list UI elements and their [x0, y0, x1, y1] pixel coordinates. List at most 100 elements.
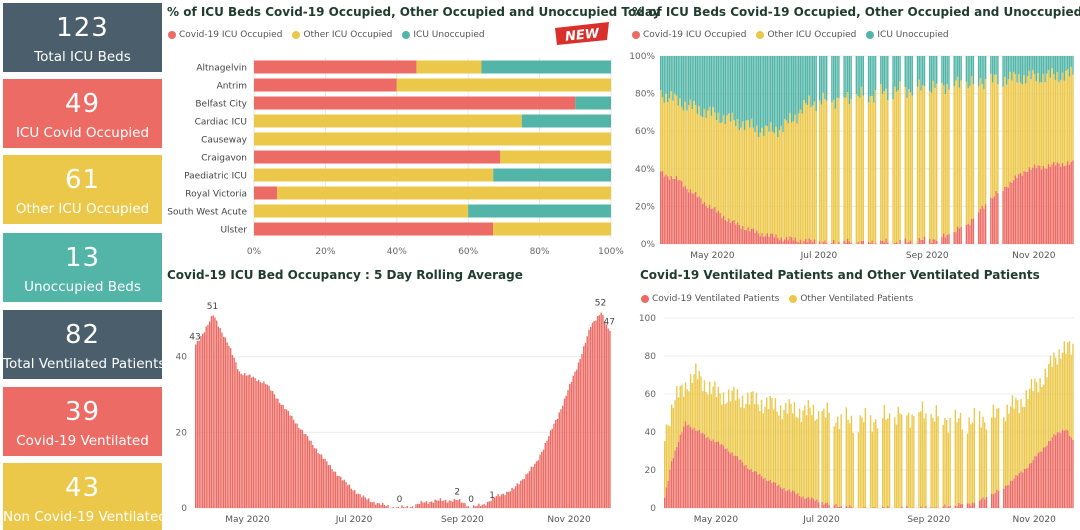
bar-unoccupied: [1053, 56, 1055, 75]
bar-rolling: [455, 500, 457, 508]
bar-segment: [254, 168, 494, 182]
bar-unoccupied: [1072, 56, 1074, 75]
bar-other-ventilated: [743, 408, 745, 466]
bar-covid: [738, 224, 741, 244]
bar-unoccupied: [796, 56, 798, 124]
bar-covid-ventilated: [792, 490, 794, 508]
bar-other-ventilated: [990, 417, 993, 494]
legend-item-covid[interactable]: Covid-19 ICU Occupied: [632, 30, 746, 40]
x-tick-label: 20%: [315, 247, 335, 257]
bar-other-ventilated: [913, 415, 915, 508]
bar-covid-ventilated: [693, 427, 695, 508]
legend-item-other[interactable]: Other ICU Occupied: [292, 30, 392, 40]
bar-covid: [981, 205, 983, 244]
kpi-non-covid-ventilated: 43 Non Covid-19 Ventilated: [3, 463, 167, 530]
bar-rolling: [577, 362, 580, 508]
bar-other-ventilated: [1025, 390, 1027, 469]
bar-rolling: [448, 500, 450, 508]
bar-rolling: [268, 385, 270, 508]
bar-rolling: [607, 328, 609, 508]
y-tick-label: 60: [645, 390, 657, 400]
bar-other: [958, 87, 961, 229]
bar-other-ventilated: [753, 404, 756, 471]
bar-covid-ventilated: [781, 489, 784, 508]
bar-other-ventilated: [807, 400, 809, 498]
bar-rolling: [392, 507, 394, 508]
bar-other: [818, 100, 821, 242]
bar-other: [920, 90, 922, 240]
bar-other: [740, 127, 742, 229]
bar-covid-ventilated: [797, 492, 799, 508]
bar-covid-ventilated: [721, 443, 723, 508]
bar-unoccupied: [694, 56, 697, 106]
bar-unoccupied: [660, 56, 662, 91]
bar-other: [1035, 81, 1038, 169]
bar-covid-ventilated: [935, 507, 937, 508]
bar-covid: [960, 226, 962, 244]
bar-covid: [932, 239, 934, 244]
bar-covid-ventilated: [1008, 484, 1010, 508]
bar-other: [707, 110, 709, 208]
bar-other-ventilated: [1008, 413, 1010, 485]
legend-item-covid[interactable]: Covid-19 Ventilated Patients: [641, 294, 779, 304]
bar-rolling: [327, 465, 330, 508]
bar-covid-ventilated: [783, 487, 785, 508]
legend-item-other[interactable]: Other ICU Occupied: [756, 30, 856, 40]
bar-rolling: [472, 505, 475, 508]
bar-rolling: [507, 491, 510, 508]
bar-rolling: [382, 502, 384, 508]
bar-other: [942, 85, 945, 234]
bar-rolling: [254, 378, 256, 508]
bar-rolling: [341, 480, 344, 508]
bar-rolling: [294, 423, 297, 508]
bar-other-ventilated: [984, 422, 986, 500]
bar-other-ventilated: [923, 418, 925, 508]
bar-covid-ventilated: [835, 503, 837, 508]
bar-covid-ventilated: [836, 506, 839, 508]
bar-unoccupied: [663, 56, 665, 103]
bar-rolling: [453, 498, 456, 508]
bar-segment: [254, 96, 576, 110]
bar-rolling: [570, 381, 573, 508]
legend-item-covid[interactable]: Covid-19 ICU Occupied: [168, 30, 282, 40]
bar-unoccupied: [691, 56, 693, 110]
bar-unoccupied: [820, 56, 823, 105]
bar-covid: [1047, 164, 1050, 244]
bar-covid-ventilated: [707, 436, 709, 508]
bar-other: [838, 98, 840, 242]
bar-other-ventilated: [721, 404, 723, 444]
legend-item-other[interactable]: Other Ventilated Patients: [789, 294, 913, 304]
bar-covid-ventilated: [736, 455, 739, 508]
bar-other: [1053, 74, 1055, 162]
bar-covid: [708, 204, 711, 244]
bar-covid-ventilated: [743, 465, 745, 508]
bar-segment: [493, 222, 611, 236]
bar-covid: [1053, 161, 1055, 244]
bar-covid-ventilated: [733, 455, 735, 508]
bar-covid: [832, 239, 835, 244]
bar-covid: [768, 236, 770, 244]
bar-covid: [1063, 165, 1065, 244]
bar-covid: [813, 239, 816, 244]
bar-covid: [670, 175, 672, 244]
bar-covid-ventilated: [795, 494, 797, 508]
legend-item-unoccupied[interactable]: ICU Unoccupied: [402, 30, 485, 40]
bar-other-ventilated: [1032, 391, 1034, 460]
bar-other-ventilated: [781, 419, 784, 490]
bar-rolling: [586, 336, 588, 508]
bar-covid: [696, 197, 699, 244]
legend-item-unoccupied[interactable]: ICU Unoccupied: [866, 30, 949, 40]
bar-other-ventilated: [978, 411, 981, 501]
bar-rolling: [357, 493, 359, 508]
bar-rolling: [250, 377, 253, 508]
bar-covid-ventilated: [1067, 430, 1069, 508]
bar-other: [859, 97, 861, 244]
bar-unoccupied: [934, 56, 936, 88]
bar-unoccupied: [780, 56, 782, 126]
bar-other-ventilated: [911, 414, 913, 508]
bar-other: [666, 102, 669, 177]
bar-unoccupied: [810, 56, 812, 108]
bar-covid-ventilated: [947, 506, 950, 508]
bar-covid: [1026, 171, 1029, 244]
bar-covid-ventilated: [722, 445, 725, 508]
